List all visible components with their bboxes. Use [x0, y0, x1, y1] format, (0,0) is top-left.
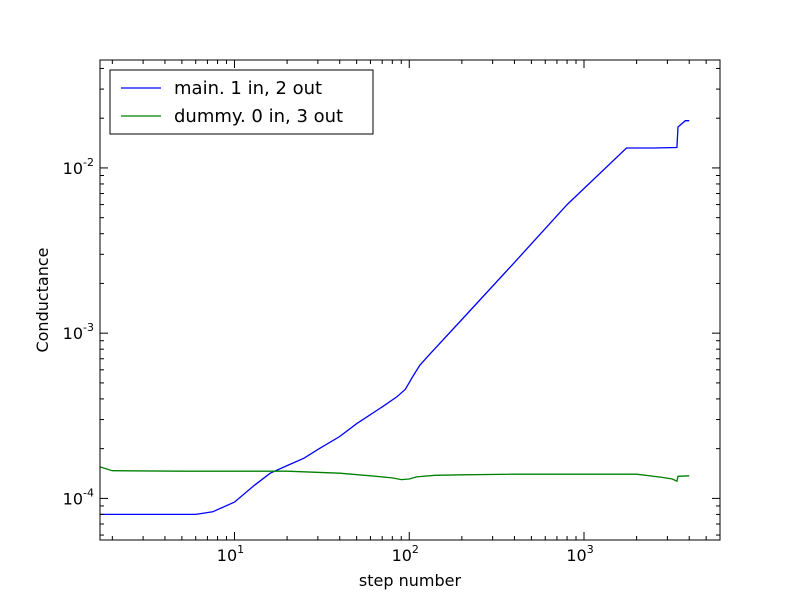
legend-box	[109, 69, 374, 135]
axes-frame	[99, 59, 721, 541]
plot-series-group	[99, 120, 690, 516]
y-tick-label: 10-2	[63, 156, 94, 178]
x-axis-ticks: 101 102 103	[111, 60, 721, 565]
y-axis-ticks: 10-4 10-3 10-2	[63, 67, 720, 536]
series-line-1	[99, 466, 690, 483]
y-tick-label: 10-3	[63, 321, 94, 343]
series-line-0	[100, 120, 690, 516]
y-tick-label: 10-4	[63, 486, 94, 508]
x-tick-label: 103	[566, 543, 593, 565]
legend-label-main: main. 1 in, 2 out	[174, 78, 322, 99]
legend-label-dummy: dummy. 0 in, 3 out	[174, 106, 343, 127]
x-tick-label: 102	[392, 543, 419, 565]
x-tick-label: 101	[217, 543, 244, 565]
legend: main. 1 in, 2 out dummy. 0 in, 3 out	[109, 69, 374, 135]
x-axis-label: step number	[359, 571, 462, 590]
y-axis-label: Conductance	[33, 247, 52, 352]
